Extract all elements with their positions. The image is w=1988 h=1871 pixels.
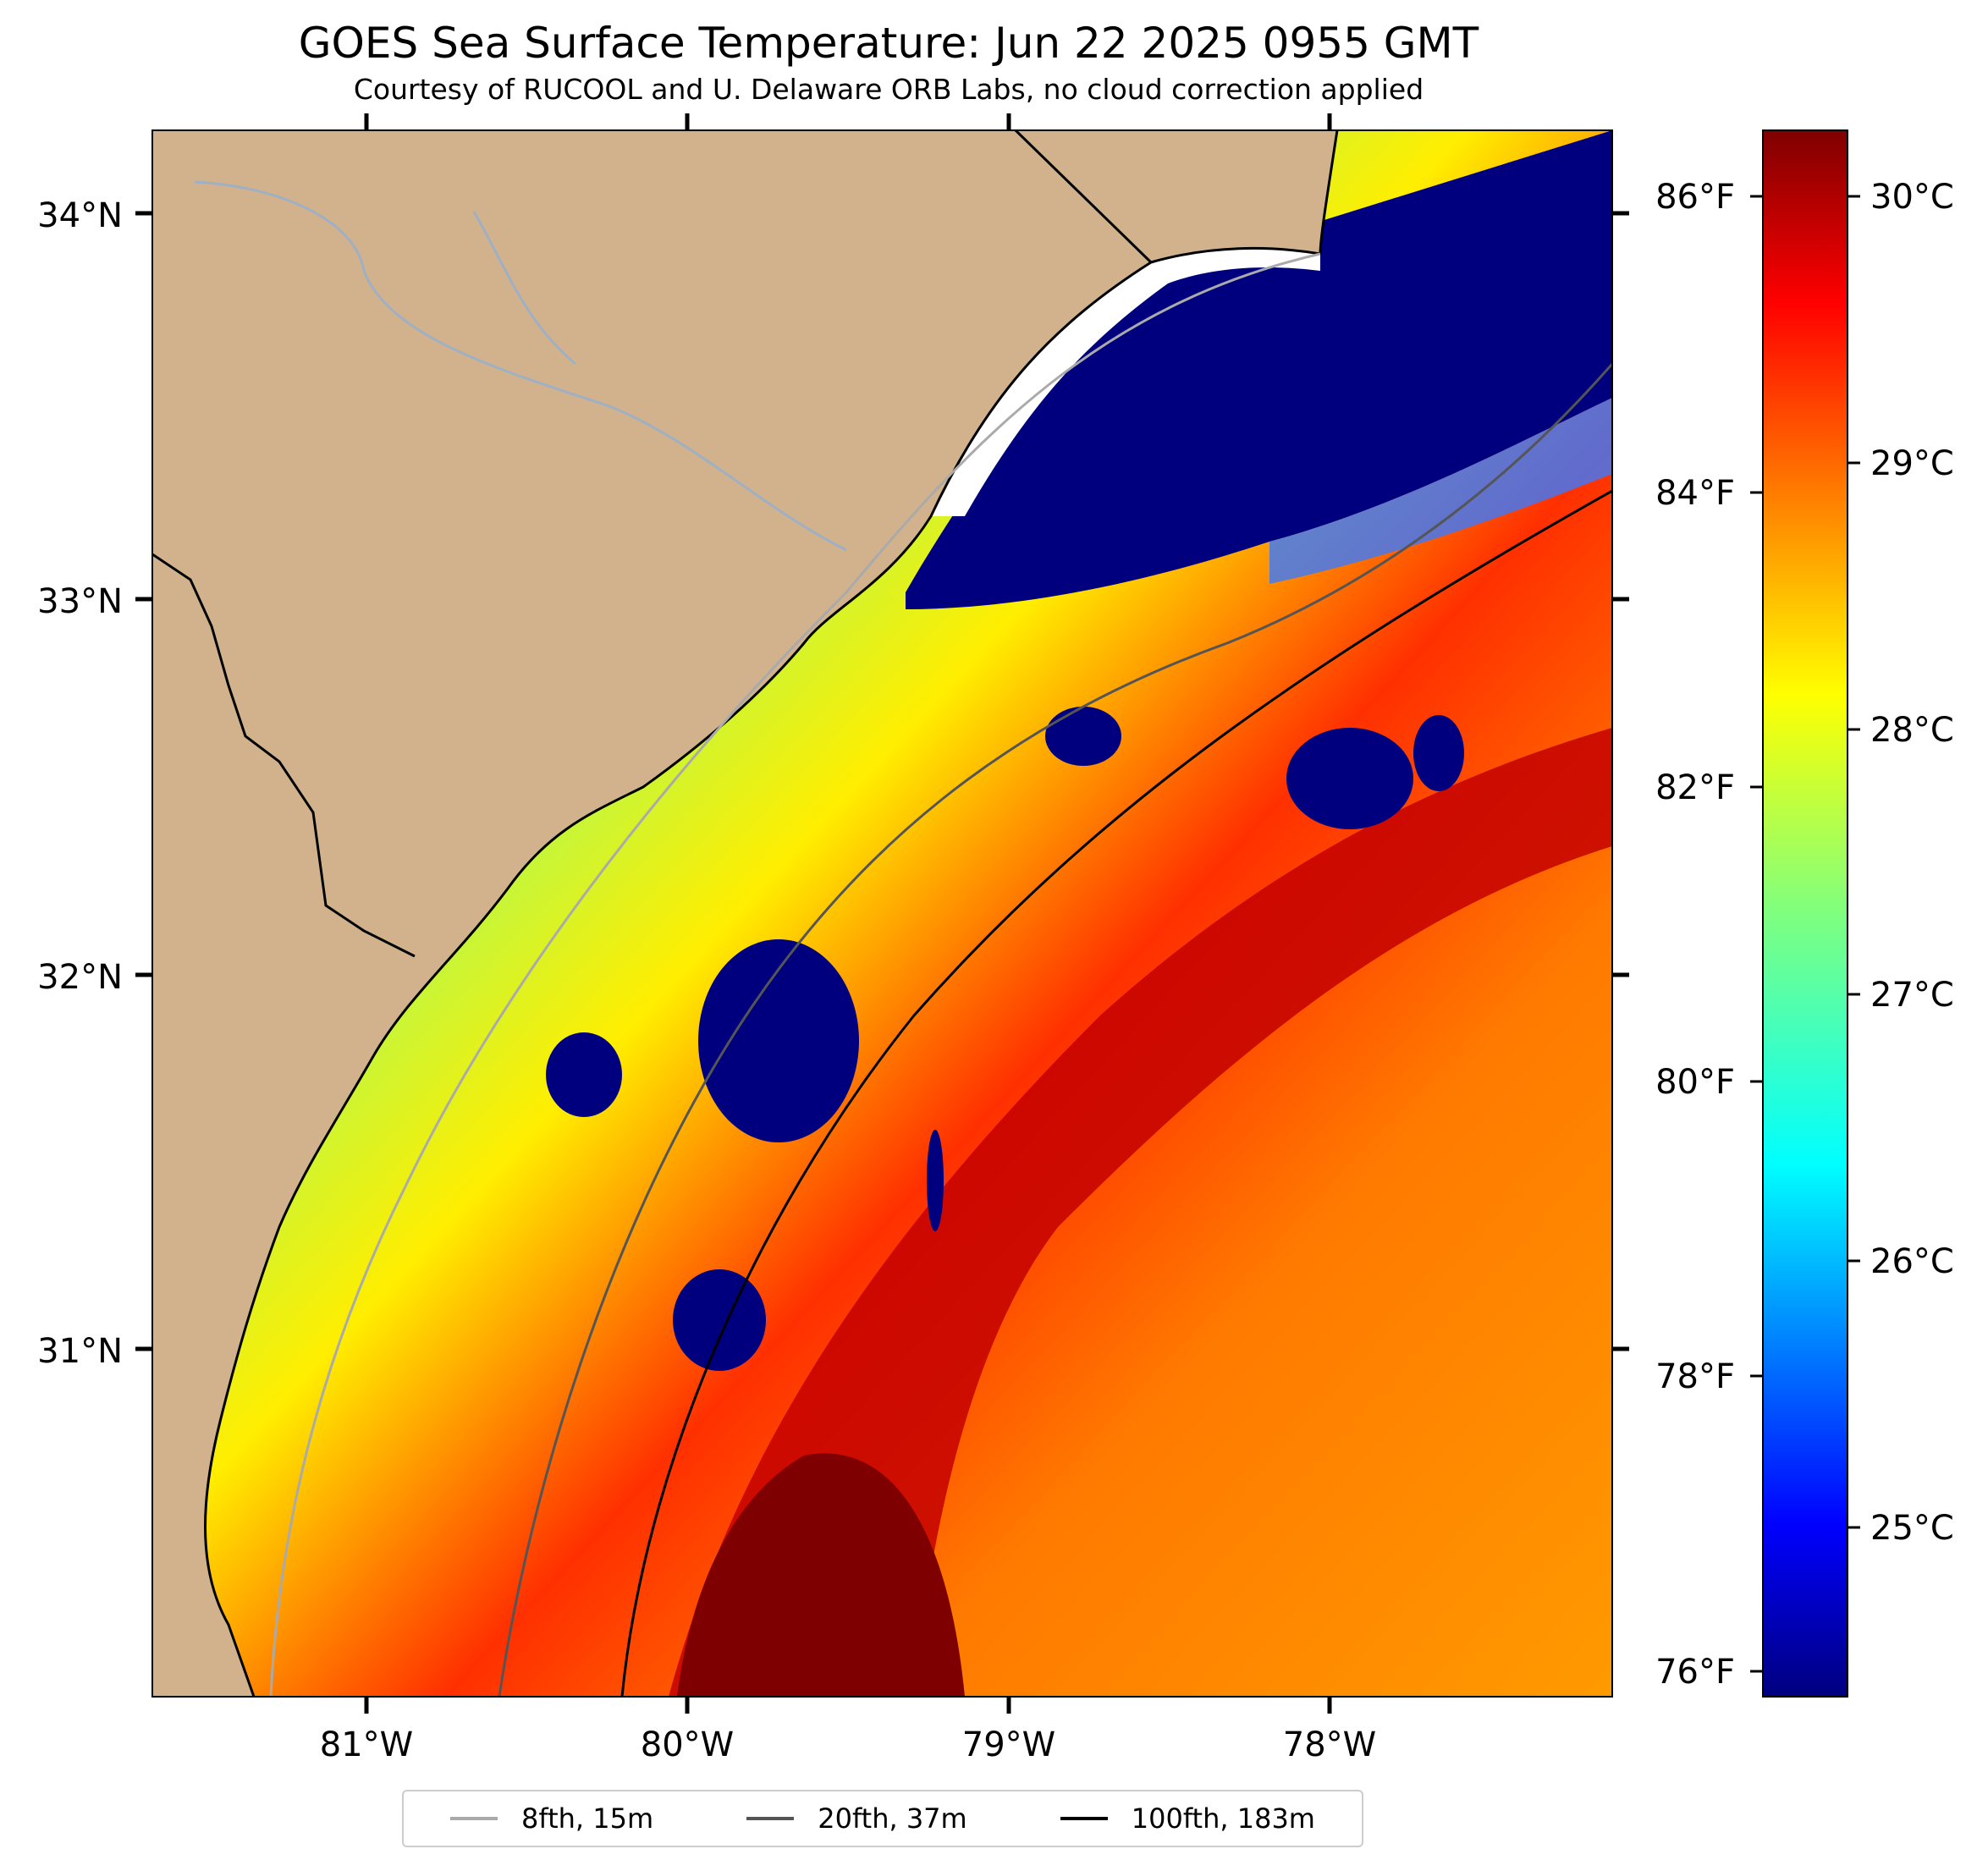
cloud-patch	[1413, 715, 1464, 791]
cbar-label-27c: 27°C	[1870, 976, 1954, 1015]
river	[472, 211, 576, 366]
chart-title: GOES Sea Surface Temperature: Jun 22 202…	[298, 19, 1479, 68]
cbar-label-28c: 28°C	[1870, 711, 1954, 750]
isobath-20fth	[498, 363, 1612, 1697]
map-frame	[151, 129, 1613, 1698]
cloud-patch	[673, 1269, 766, 1371]
cloud-patch	[1286, 728, 1413, 829]
legend-label: 8fth, 15m	[521, 1802, 654, 1835]
cloud-patch	[1045, 707, 1121, 766]
legend-item-20fth: 20fth, 37m	[746, 1802, 967, 1835]
lon-label-81w: 81°W	[320, 1725, 413, 1764]
lat-label-31n: 31°N	[37, 1332, 123, 1371]
major-ticks	[135, 113, 1629, 1714]
legend-line-icon	[746, 1817, 795, 1820]
colorbar-ticks	[1750, 195, 1860, 1673]
legend-label: 20fth, 37m	[818, 1802, 967, 1835]
lat-label-34n: 34°N	[37, 196, 123, 235]
chart-subtitle: Courtesy of RUCOOL and U. Delaware ORB L…	[353, 73, 1424, 106]
isobath-legend: 8fth, 15m 20fth, 37m 100fth, 183m	[402, 1790, 1363, 1847]
isobath-8fth	[269, 252, 1321, 1697]
lon-label-78w: 78°W	[1283, 1725, 1376, 1764]
cbar-label-82f: 82°F	[1655, 768, 1735, 807]
cool-front	[1269, 398, 1612, 584]
cloud-patch	[698, 939, 859, 1142]
legend-label: 100fth, 183m	[1131, 1802, 1315, 1835]
cbar-label-30c: 30°C	[1870, 178, 1954, 217]
coastline	[204, 130, 1339, 1697]
gulf-stream-band	[669, 728, 1612, 1697]
cbar-label-76f: 76°F	[1655, 1653, 1735, 1692]
lon-label-79w: 79°W	[962, 1725, 1055, 1764]
lat-label-32n: 32°N	[37, 958, 123, 997]
cbar-label-26c: 26°C	[1870, 1242, 1954, 1281]
state-border	[1014, 130, 1153, 264]
legend-item-100fth: 100fth, 183m	[1060, 1802, 1315, 1835]
cbar-label-84f: 84°F	[1655, 474, 1735, 513]
land	[152, 130, 1337, 1697]
cbar-label-78f: 78°F	[1655, 1357, 1735, 1396]
cloud-patch	[927, 1130, 944, 1231]
cloud-patch	[546, 1032, 622, 1117]
lon-label-80w: 80°W	[641, 1725, 734, 1764]
state-border	[152, 553, 416, 958]
cbar-label-80f: 80°F	[1655, 1063, 1735, 1102]
legend-line-icon	[1060, 1817, 1108, 1820]
nodata-strip	[931, 248, 1320, 516]
river	[194, 180, 847, 552]
warm-core	[677, 1453, 965, 1697]
legend-item-8fth: 8fth, 15m	[450, 1802, 653, 1835]
cbar-label-86f: 86°F	[1655, 178, 1735, 217]
legend-line-icon	[450, 1817, 498, 1820]
cloud-region-north	[906, 130, 1612, 609]
colorbar	[1762, 129, 1848, 1698]
cbar-label-25c: 25°C	[1870, 1509, 1954, 1548]
isobath-100fth	[620, 489, 1612, 1697]
cbar-label-29c: 29°C	[1870, 444, 1954, 483]
lat-label-33n: 33°N	[37, 582, 123, 621]
